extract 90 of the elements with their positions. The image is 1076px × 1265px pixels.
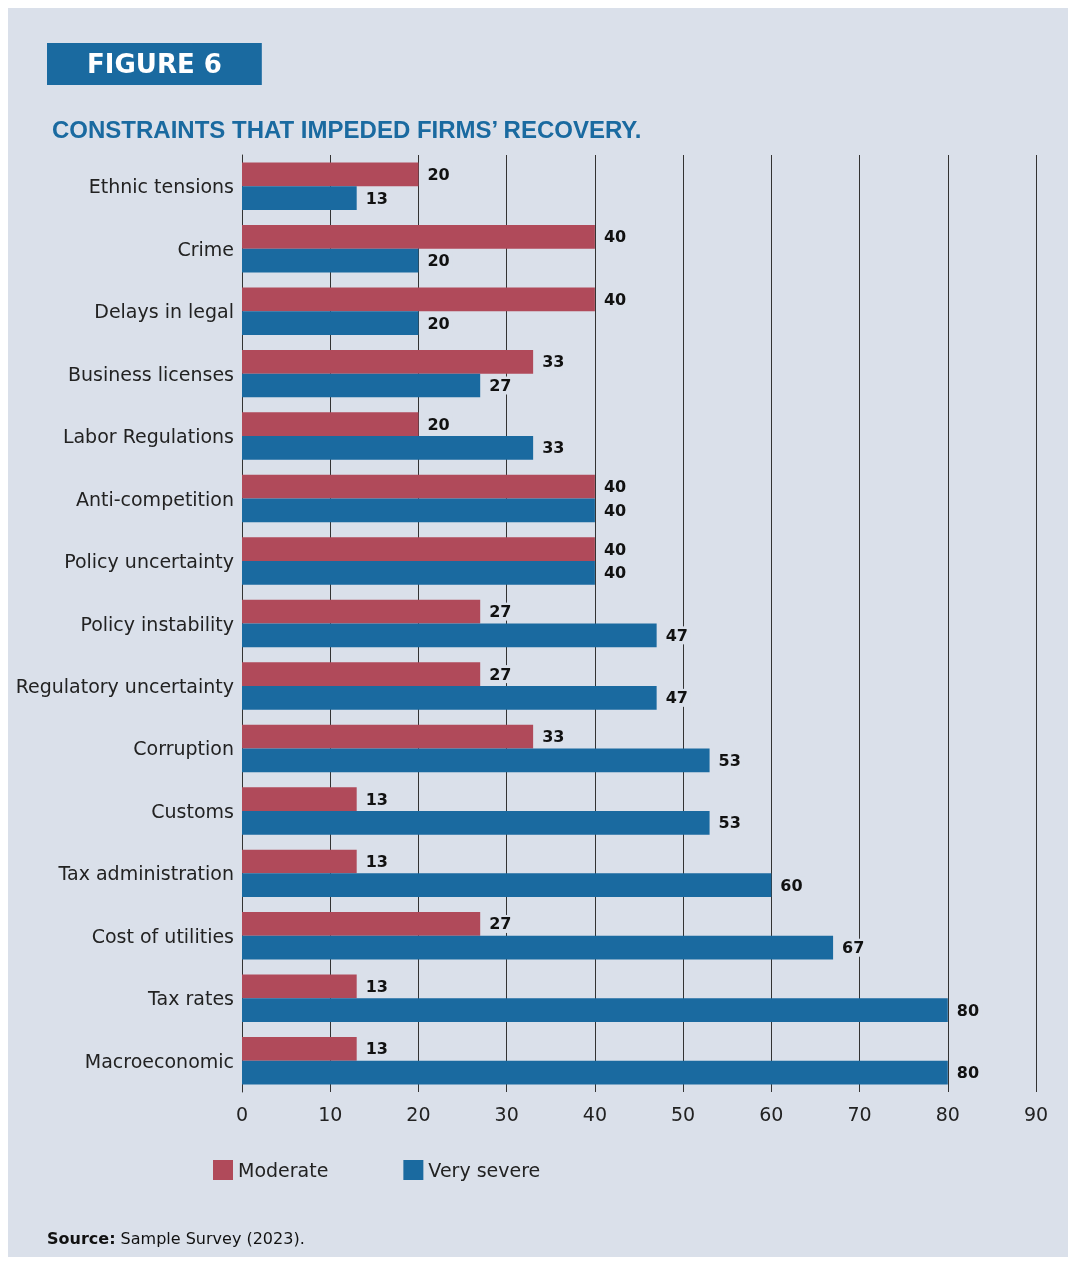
bar xyxy=(242,662,481,686)
data-label: 13 xyxy=(365,1039,388,1059)
y-tick-label: Policy instability xyxy=(80,612,234,635)
data-label: 20 xyxy=(427,164,450,184)
bar xyxy=(242,810,710,835)
y-tick-label: Regulatory uncertainty xyxy=(15,674,234,697)
bar xyxy=(242,287,595,312)
y-tick-label: Anti-competition xyxy=(75,487,234,510)
bar xyxy=(242,935,834,960)
bar xyxy=(242,912,481,936)
bar xyxy=(242,498,595,523)
x-tick-label: 60 xyxy=(759,1102,784,1125)
bar xyxy=(242,974,357,999)
bar xyxy=(242,436,534,460)
x-tick-label: 0 xyxy=(235,1102,249,1125)
chart-title: FIGURE 6 xyxy=(87,49,222,79)
y-tick-label: Policy uncertainty xyxy=(64,550,234,573)
x-tick-label: 70 xyxy=(847,1102,872,1125)
data-label: 27 xyxy=(489,914,512,934)
data-label: 40 xyxy=(603,227,627,247)
bar xyxy=(242,349,534,374)
data-label: 47 xyxy=(665,688,688,708)
y-tick-label: Corruption xyxy=(133,737,234,760)
y-tick-label: Business licenses xyxy=(67,362,234,385)
y-tick-label: Cost of utilities xyxy=(91,924,234,947)
data-label: 27 xyxy=(489,664,512,684)
y-tick-label: Macroeconomic xyxy=(84,1049,234,1072)
data-label: 33 xyxy=(542,438,565,458)
data-label: 13 xyxy=(365,852,388,871)
bar xyxy=(242,474,595,499)
bar xyxy=(242,248,419,273)
x-tick-label: 40 xyxy=(582,1102,607,1125)
data-label: 40 xyxy=(603,500,627,520)
bar xyxy=(242,787,357,811)
x-tick-label: 10 xyxy=(318,1102,343,1125)
y-tick-label: Customs xyxy=(151,799,234,822)
bar xyxy=(242,412,419,437)
data-label: 40 xyxy=(603,563,627,583)
bar xyxy=(242,748,710,773)
bar xyxy=(242,998,948,1023)
x-tick-label: 80 xyxy=(935,1102,960,1125)
y-tick-label: Crime xyxy=(177,237,234,260)
bar xyxy=(242,311,419,335)
data-label: 27 xyxy=(489,376,512,395)
x-tick-label: 30 xyxy=(494,1102,519,1125)
bar xyxy=(242,162,419,187)
x-tick-label: 20 xyxy=(406,1102,431,1125)
x-tick-label: 90 xyxy=(1023,1102,1049,1125)
data-label: 60 xyxy=(780,875,803,895)
bar xyxy=(242,1037,357,1061)
data-label: 80 xyxy=(956,1063,980,1083)
bar xyxy=(242,186,357,210)
legend-label: Moderate xyxy=(238,1159,329,1181)
data-label: 80 xyxy=(956,1000,980,1020)
data-label: 40 xyxy=(603,539,627,559)
y-tick-label: Delays in legal xyxy=(94,300,234,323)
data-label: 20 xyxy=(427,414,450,434)
legend-label: Very severe xyxy=(428,1159,541,1181)
bar xyxy=(242,224,595,249)
chart-subtitle: CONSTRAINTS THAT IMPEDED FIRMS’ RECOVERY. xyxy=(52,115,642,143)
bar xyxy=(242,873,772,898)
data-label: 20 xyxy=(427,313,450,333)
data-label: 33 xyxy=(542,727,565,747)
bar xyxy=(242,724,534,749)
y-tick-label: Tax administration xyxy=(57,862,234,885)
bar xyxy=(242,1060,948,1085)
data-label: 53 xyxy=(718,750,741,770)
y-tick-label: Ethnic tensions xyxy=(88,175,234,198)
y-tick-label: Tax rates xyxy=(147,987,234,1010)
bar xyxy=(242,373,481,398)
bar xyxy=(242,561,595,585)
data-label: 40 xyxy=(603,477,627,497)
data-label: 47 xyxy=(665,625,688,645)
data-label: 13 xyxy=(365,789,388,809)
source-note: Source: Sample Survey (2023). xyxy=(47,1228,305,1248)
data-label: 33 xyxy=(542,352,565,372)
data-label: 40 xyxy=(603,289,627,309)
data-label: 53 xyxy=(718,813,741,833)
x-tick-label: 50 xyxy=(671,1102,696,1125)
data-label: 13 xyxy=(365,188,388,208)
bar xyxy=(242,849,357,874)
data-label: 13 xyxy=(365,976,388,996)
bar xyxy=(242,685,657,710)
data-label: 67 xyxy=(842,938,865,958)
bar xyxy=(242,599,481,624)
data-label: 20 xyxy=(427,251,450,271)
y-tick-label: Labor Regulations xyxy=(62,425,234,448)
bar xyxy=(242,623,657,648)
data-label: 27 xyxy=(489,602,512,622)
bar xyxy=(242,537,595,562)
